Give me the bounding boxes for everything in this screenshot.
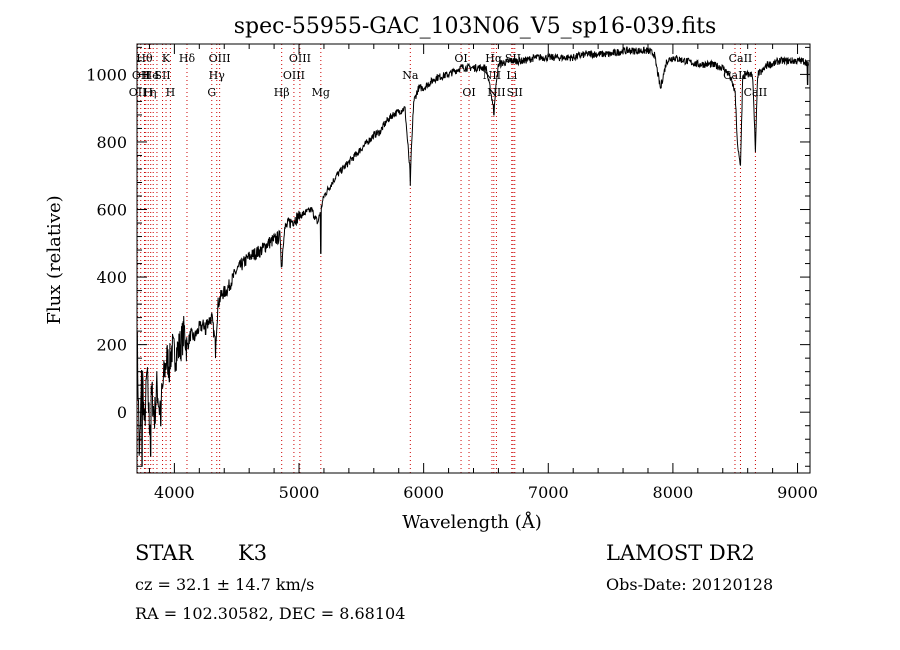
spectral-line-label: CaII bbox=[744, 86, 768, 99]
x-tick-label: 8000 bbox=[653, 483, 694, 502]
spectral-line-label: η bbox=[150, 86, 157, 99]
sky-coordinates: RA = 102.30582, DEC = 8.68104 bbox=[135, 604, 406, 623]
spectral-line-label: OIII bbox=[209, 52, 231, 65]
x-tick-label: 5000 bbox=[279, 483, 320, 502]
spectral-line-label: CaII bbox=[723, 69, 747, 82]
axis-ticks bbox=[137, 44, 810, 473]
axis-tick-labels: 4000 5000 6000 7000 8000 9000 0 200 400 600 800 100… bbox=[86, 65, 818, 502]
spectral-line-label: CaII bbox=[729, 52, 753, 65]
y-tick-label: 0 bbox=[117, 403, 127, 422]
spectral-line-label: SII bbox=[154, 69, 170, 82]
spectral-line-label: Hγ bbox=[209, 69, 226, 82]
object-class: STAR bbox=[135, 541, 194, 565]
spectral-line-label: Mg bbox=[312, 86, 330, 99]
redshift-velocity: cz = 32.1 ± 14.7 km/s bbox=[135, 575, 315, 594]
spectral-line-label: OII bbox=[132, 69, 150, 82]
spectral-line-label: OIII bbox=[289, 52, 311, 65]
spectral-line-label: H bbox=[166, 86, 176, 99]
spectral-line-labels: OIIOIIHθHHHeηISIIKHHδGHγOIIIHβOIIIOIIIMg… bbox=[129, 52, 767, 99]
spectral-line-label: OII bbox=[129, 86, 147, 99]
spectral-line-label: I bbox=[155, 69, 159, 82]
spectral-line-label: OIII bbox=[283, 69, 305, 82]
spectral-line-label: H bbox=[143, 86, 153, 99]
spectral-line-label: OI bbox=[462, 86, 475, 99]
spectral-line-label: G bbox=[207, 86, 216, 99]
spectrum-series-line bbox=[136, 46, 809, 467]
observation-date: Obs-Date: 20120128 bbox=[606, 575, 774, 594]
y-axis-label: Flux (relative) bbox=[44, 195, 65, 324]
survey-name: LAMOST DR2 bbox=[606, 541, 755, 565]
spectral-line-label: K bbox=[162, 52, 171, 65]
spectral-line-label: Hδ bbox=[179, 52, 196, 65]
spectral-line-markers bbox=[137, 44, 756, 473]
spectral-line-label: Hα bbox=[485, 52, 503, 65]
y-tick-label: 200 bbox=[96, 336, 127, 355]
object-subclass: K3 bbox=[238, 541, 268, 565]
x-tick-label: 4000 bbox=[154, 483, 195, 502]
y-tick-label: 800 bbox=[96, 133, 127, 152]
spectral-line-label: Na bbox=[402, 69, 419, 82]
y-tick-label: 400 bbox=[96, 268, 127, 287]
y-tick-label: 600 bbox=[96, 201, 127, 220]
x-axis-label: Wavelength (Å) bbox=[402, 511, 542, 533]
plot-frame bbox=[136, 43, 811, 474]
x-tick-label: 6000 bbox=[403, 483, 444, 502]
chart-title: spec-55955-GAC_103N06_V5_sp16-039.fits bbox=[234, 14, 717, 39]
spectral-line-label: He bbox=[143, 69, 159, 82]
spectral-line-label: Hθ bbox=[136, 52, 153, 65]
spectral-line-label: Li bbox=[506, 69, 517, 82]
spectral-line-label: OI bbox=[454, 52, 467, 65]
y-tick-label: 1000 bbox=[86, 65, 127, 84]
x-tick-label: 9000 bbox=[777, 483, 818, 502]
spectral-line-label: H bbox=[141, 69, 151, 82]
spectral-line-label: SII bbox=[507, 86, 523, 99]
x-tick-label: 7000 bbox=[528, 483, 569, 502]
spectral-line-label: Hβ bbox=[274, 86, 290, 99]
